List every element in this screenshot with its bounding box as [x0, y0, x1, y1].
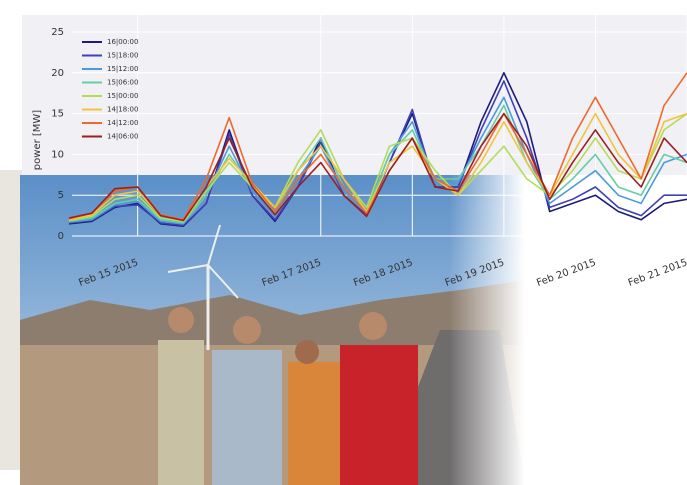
photo — [20, 175, 525, 485]
y-tick-label: 0 — [58, 231, 64, 242]
legend-label: 16|00:00 — [107, 38, 138, 46]
legend-label: 14|18:00 — [107, 106, 138, 114]
y-tick-label: 20 — [51, 68, 64, 79]
y-tick-label: 25 — [51, 27, 64, 38]
y-tick-label: 15 — [51, 109, 64, 120]
legend-label: 15|18:00 — [107, 52, 138, 60]
series-line — [68, 104, 687, 224]
x-tick-label: Feb 20 2015 — [535, 257, 597, 289]
series-line — [68, 112, 687, 222]
y-tick-label: 10 — [51, 149, 64, 160]
legend-label: 15|00:00 — [107, 92, 138, 100]
legend-label: 14|06:00 — [107, 133, 138, 141]
y-axis-label: power [MW] — [32, 110, 43, 171]
y-tick-label: 5 — [58, 190, 64, 201]
x-tick-label: Feb 21 2015 — [627, 257, 687, 289]
legend-label: 14|12:00 — [107, 119, 138, 127]
side-panel — [0, 170, 22, 470]
legend-label: 15|06:00 — [107, 79, 138, 87]
series-line — [68, 112, 687, 223]
legend-label: 15|12:00 — [107, 65, 138, 73]
